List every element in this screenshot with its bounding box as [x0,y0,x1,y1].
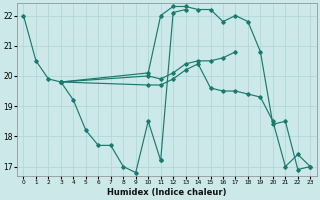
X-axis label: Humidex (Indice chaleur): Humidex (Indice chaleur) [107,188,227,197]
